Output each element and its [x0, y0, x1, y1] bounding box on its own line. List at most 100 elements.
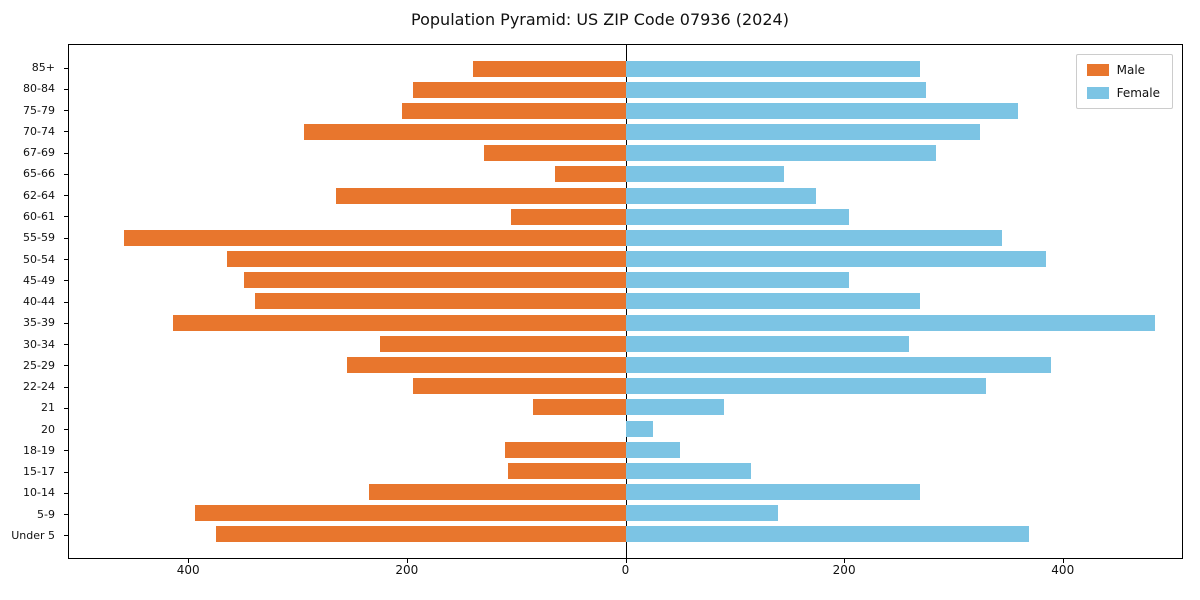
y-tick-label: 18-19	[23, 443, 55, 457]
pyramid-row	[69, 164, 1182, 185]
male-bar	[369, 484, 626, 501]
pyramid-row	[69, 397, 1182, 418]
y-tick-mark	[64, 301, 68, 303]
male-bar	[401, 102, 626, 119]
pyramid-row	[69, 227, 1182, 248]
male-bar	[194, 505, 626, 522]
y-tick-mark	[64, 131, 68, 133]
y-tick-mark	[64, 492, 68, 494]
pyramid-row	[69, 58, 1182, 79]
y-tick-mark	[64, 429, 68, 431]
female-bar	[625, 441, 681, 458]
female-bar	[625, 378, 986, 395]
pyramid-row	[69, 503, 1182, 524]
plot-area: Male Female	[68, 44, 1183, 559]
x-tick-mark	[1062, 559, 1064, 563]
y-tick-label: 30-34	[23, 337, 55, 351]
y-tick-label: 60-61	[23, 209, 55, 223]
male-bar	[227, 251, 626, 268]
y-tick-label: 55-59	[23, 231, 55, 245]
female-bar	[625, 145, 937, 162]
x-tick-label: 200	[395, 563, 419, 577]
pyramid-row	[69, 185, 1182, 206]
y-tick-mark	[64, 322, 68, 324]
female-bar	[625, 335, 910, 352]
x-tick-mark	[625, 559, 627, 563]
female-bar	[625, 102, 1019, 119]
female-bar	[625, 208, 850, 225]
male-bar	[505, 441, 626, 458]
legend-label-male: Male	[1116, 63, 1146, 77]
pyramid-row	[69, 122, 1182, 143]
y-tick-mark	[64, 365, 68, 367]
legend-label-female: Female	[1116, 86, 1160, 100]
pyramid-row	[69, 333, 1182, 354]
male-bar	[483, 145, 626, 162]
female-bar	[625, 124, 981, 141]
pyramid-row	[69, 143, 1182, 164]
y-tick-mark	[64, 344, 68, 346]
y-tick-label: 85+	[31, 61, 55, 75]
y-tick-label: 22-24	[23, 380, 55, 394]
female-bar	[625, 166, 784, 183]
y-tick-mark	[64, 258, 68, 260]
y-tick-mark	[64, 110, 68, 112]
y-tick-label: 20	[41, 422, 55, 436]
pyramid-row	[69, 354, 1182, 375]
male-bar	[510, 208, 626, 225]
y-tick-mark	[64, 88, 68, 90]
pyramid-row	[69, 312, 1182, 333]
female-bar	[625, 462, 751, 479]
legend-entry-male: Male	[1086, 63, 1160, 77]
x-tick-label: 0	[621, 563, 630, 577]
y-tick-mark	[64, 67, 68, 69]
y-tick-label: 50-54	[23, 252, 55, 266]
x-tick-label: 200	[832, 563, 856, 577]
pyramid-row	[69, 524, 1182, 545]
male-bar	[380, 335, 626, 352]
legend: Male Female	[1075, 54, 1173, 109]
pyramid-row	[69, 291, 1182, 312]
y-tick-mark	[64, 237, 68, 239]
female-bar	[625, 484, 921, 501]
female-bar	[625, 60, 921, 77]
y-tick-label: 70-74	[23, 124, 55, 138]
y-tick-label: 45-49	[23, 273, 55, 287]
male-bar	[243, 272, 626, 289]
male-bar	[412, 378, 626, 395]
pyramid-row	[69, 270, 1182, 291]
male-bar	[347, 356, 626, 373]
y-tick-label: 15-17	[23, 465, 55, 479]
female-swatch-icon	[1086, 87, 1109, 99]
pyramid-row	[69, 249, 1182, 270]
y-tick-mark	[64, 471, 68, 473]
x-tick-mark	[844, 559, 846, 563]
y-tick-mark	[64, 514, 68, 516]
female-bar	[625, 505, 779, 522]
male-bar	[554, 166, 626, 183]
y-tick-mark	[64, 216, 68, 218]
pyramid-row	[69, 79, 1182, 100]
female-bar	[625, 272, 850, 289]
male-bar	[336, 187, 626, 204]
pyramid-row	[69, 481, 1182, 502]
y-tick-label: 67-69	[23, 146, 55, 160]
female-bar	[625, 526, 1030, 543]
y-tick-label: 80-84	[23, 82, 55, 96]
y-tick-mark	[64, 195, 68, 197]
x-tick-mark	[406, 559, 408, 563]
female-bar	[625, 314, 1155, 331]
y-tick-label: 40-44	[23, 295, 55, 309]
female-bar	[625, 420, 653, 437]
male-swatch-icon	[1086, 64, 1109, 76]
y-tick-label: 75-79	[23, 103, 55, 117]
female-bar	[625, 293, 921, 310]
male-bar	[123, 229, 626, 246]
female-bar	[625, 187, 817, 204]
female-bar	[625, 251, 1046, 268]
y-tick-mark	[64, 407, 68, 409]
y-tick-label: 10-14	[23, 486, 55, 500]
y-tick-label: 62-64	[23, 188, 55, 202]
x-tick-mark	[188, 559, 190, 563]
